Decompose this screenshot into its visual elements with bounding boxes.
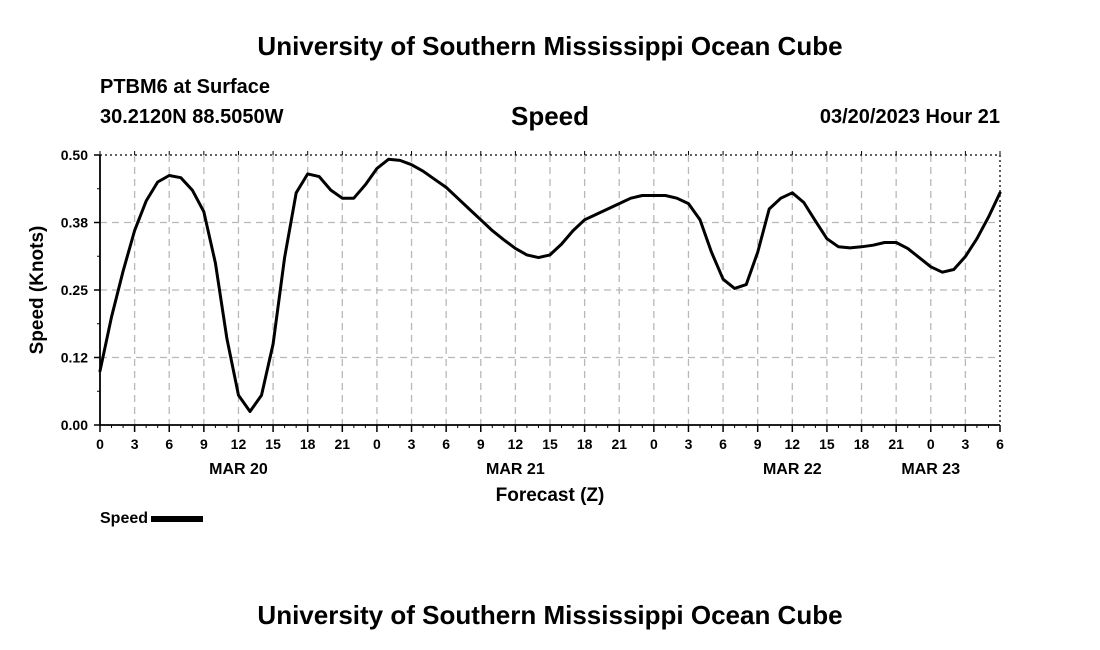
x-tick-label: 6 (719, 436, 727, 452)
x-tick-label: 3 (685, 436, 693, 452)
x-tick-label: 3 (131, 436, 139, 452)
x-tick-label: 9 (200, 436, 208, 452)
axis-labels: 0.00 0.12 0.25 0.38 0.50 0 3 6 9 12 15 18 21 0 3 6 9 12 15… (27, 147, 1004, 506)
x-tick-label: 6 (165, 436, 173, 452)
page-title: University of Southern Mississippi Ocean… (257, 31, 843, 61)
date-label: MAR 22 (763, 461, 822, 478)
x-tick-label: 9 (754, 436, 762, 452)
footer-title: University of Southern Mississippi Ocean… (257, 600, 843, 630)
x-axis-title: Forecast (Z) (496, 485, 605, 506)
series-line-speed (98, 157, 1002, 413)
x-tick-label: 15 (819, 436, 835, 452)
x-tick-label: 18 (854, 436, 870, 452)
x-tick-label: 0 (96, 436, 104, 452)
x-tick-label: 3 (961, 436, 969, 452)
x-tick-label: 12 (785, 436, 801, 452)
x-tick-label: 21 (335, 436, 351, 452)
date-label: MAR 21 (486, 461, 545, 478)
y-tick-label: 0.00 (61, 417, 88, 433)
x-tick-label: 9 (477, 436, 485, 452)
x-tick-label: 18 (300, 436, 316, 452)
legend-label: Speed (100, 510, 149, 527)
x-tick-label: 3 (408, 436, 416, 452)
x-tick-label: 15 (542, 436, 558, 452)
legend-swatch (151, 516, 204, 522)
x-tick-label: 0 (373, 436, 381, 452)
axes (94, 151, 1001, 432)
date-label: MAR 23 (901, 461, 960, 478)
legend: Speed (100, 510, 204, 528)
y-tick-label: 0.12 (61, 350, 88, 366)
x-tick-label: 21 (888, 436, 904, 452)
x-tick-label: 6 (442, 436, 450, 452)
y-axis-title: Speed (Knots) (27, 226, 48, 355)
x-tick-label: 12 (508, 436, 524, 452)
x-tick-label: 6 (996, 436, 1004, 452)
y-tick-label: 0.25 (61, 282, 88, 298)
coordinates-label: 30.2120N 88.5050W (100, 106, 284, 128)
date-label: MAR 20 (209, 461, 268, 478)
chart-title: Speed (510, 101, 590, 131)
series-layer (98, 157, 1002, 413)
y-tick-label: 0.50 (61, 147, 88, 163)
forecast-timestamp: 03/20/2023 Hour 21 (819, 106, 1000, 128)
x-tick-label: 0 (650, 436, 658, 452)
x-tick-label: 18 (577, 436, 593, 452)
grid-lines (100, 155, 1000, 425)
x-tick-label: 12 (231, 436, 247, 452)
x-tick-label: 15 (265, 436, 281, 452)
y-tick-label: 0.38 (61, 215, 88, 231)
x-tick-label: 21 (611, 436, 627, 452)
x-tick-label: 0 (927, 436, 935, 452)
station-label: PTBM6 at Surface (100, 76, 271, 98)
